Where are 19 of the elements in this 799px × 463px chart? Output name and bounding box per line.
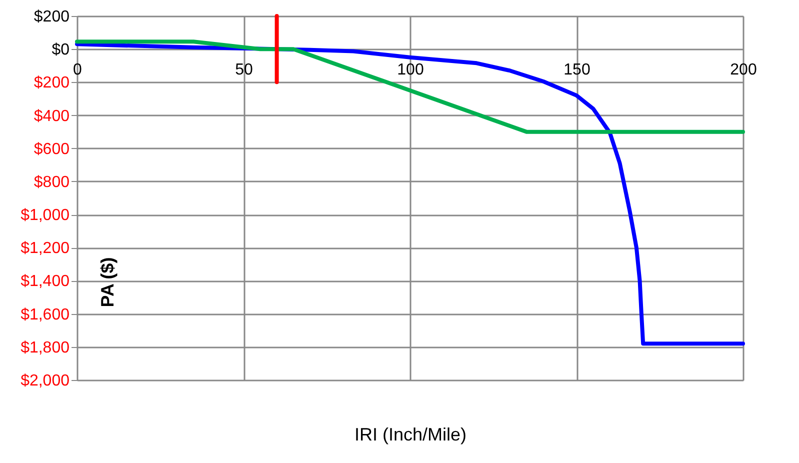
y-tick-label: $1,000	[20, 207, 70, 224]
y-tick-label: $200	[34, 74, 70, 92]
y-tick-label: $400	[34, 108, 70, 125]
y-tick-label: $1,800	[20, 339, 70, 356]
x-tick-label: 0	[73, 62, 82, 79]
x-tick-label: 100	[397, 62, 424, 79]
y-tick-label: $1,200	[20, 240, 70, 258]
y-tick-label: $1,400	[20, 273, 70, 290]
x-tick-label: 150	[564, 62, 590, 79]
x-axis-title: IRI (Inch/Mile)	[354, 424, 467, 444]
y-tick-label: $2,000	[20, 372, 70, 390]
y-tick-label: $600	[34, 140, 70, 158]
y-tick-label: $1,600	[20, 306, 70, 324]
y-tick-label: $800	[34, 174, 70, 191]
y-tick-label: $0	[52, 42, 70, 59]
x-tick-label: 50	[235, 62, 253, 79]
y-tick-label: $200	[34, 8, 70, 26]
x-tick-label: 200	[730, 62, 757, 79]
y-axis-title: PA ($)	[98, 257, 118, 308]
